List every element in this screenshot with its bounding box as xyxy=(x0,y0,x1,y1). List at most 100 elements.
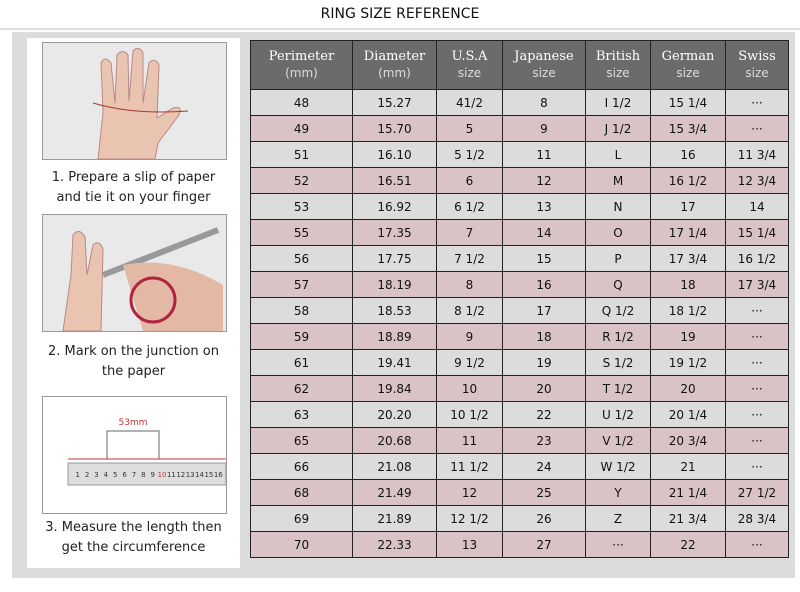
hand-drawing xyxy=(92,47,189,160)
table-cell: N xyxy=(585,193,651,220)
hand-drawing xyxy=(62,227,223,332)
instructions: 1. Prepare a slip of paper and tie it on… xyxy=(27,38,240,568)
column-header: Swiss size xyxy=(725,40,789,90)
table-cell: 19 xyxy=(502,349,586,376)
table-cell: 18.53 xyxy=(352,297,437,324)
table-cell: 57 xyxy=(250,271,353,298)
table-cell: 48 xyxy=(250,89,353,116)
table-row: 62 19.84 10 20 T 1/2 20 ··· xyxy=(250,375,789,402)
table-cell: 18.89 xyxy=(352,323,437,350)
table-cell: 20 3/4 xyxy=(650,427,726,454)
table-cell: 27 xyxy=(502,531,586,558)
title: RING SIZE REFERENCE xyxy=(320,6,480,22)
table-cell: 21.49 xyxy=(352,479,437,506)
table-cell: 15 1/4 xyxy=(725,219,789,246)
table-cell: Q xyxy=(585,271,651,298)
table-cell: 13 xyxy=(436,531,503,558)
table-cell: 7 xyxy=(436,219,503,246)
table-cell: 16.10 xyxy=(352,141,437,168)
table-cell: I 1/2 xyxy=(585,89,651,116)
pen xyxy=(101,227,220,278)
column-header: German size xyxy=(650,40,726,90)
table-cell: Z xyxy=(585,505,651,532)
table-cell: 5 xyxy=(436,115,503,142)
table-cell: M xyxy=(585,167,651,194)
table-cell: 21.89 xyxy=(352,505,437,532)
table-cell: 18 1/2 xyxy=(650,297,726,324)
string xyxy=(92,102,189,113)
table-cell: 6 1/2 xyxy=(436,193,503,220)
table-cell: 12 3/4 xyxy=(725,167,789,194)
illustration-measure: 53mm 1 2 3 4 5 6 7 8 9 10 11 12 13 14 15 16 xyxy=(42,396,227,514)
header-text: Perimeter xyxy=(268,49,335,64)
table-cell: 11 3/4 xyxy=(725,141,789,168)
table-cell: 41/2 xyxy=(436,89,503,116)
header-unit: size xyxy=(745,66,769,80)
ruler-label: 1 xyxy=(75,471,79,479)
table-cell: 61 xyxy=(250,349,353,376)
table-cell: 17 3/4 xyxy=(650,245,726,272)
table-cell: ··· xyxy=(725,401,789,428)
ruler-label: 11 xyxy=(167,471,176,479)
ruler-label: 13 xyxy=(186,471,195,479)
table-cell: ··· xyxy=(725,531,789,558)
table-cell: 15 xyxy=(502,245,586,272)
table-cell: 20 1/4 xyxy=(650,401,726,428)
column-header: U.S.A size xyxy=(436,40,503,90)
hand xyxy=(62,231,104,332)
table-cell: V 1/2 xyxy=(585,427,651,454)
header-text: U.S.A xyxy=(451,49,488,64)
column-header: British size xyxy=(585,40,651,90)
table-cell: T 1/2 xyxy=(585,375,651,402)
table-cell: 22 xyxy=(650,531,726,558)
table-cell: 66 xyxy=(250,453,353,480)
caption: 2. Mark on the junction on xyxy=(48,344,219,359)
table-row: 68 21.49 12 25 Y 21 1/4 27 1/2 xyxy=(250,479,789,506)
table-cell: 18 xyxy=(650,271,726,298)
table-cell: ··· xyxy=(725,453,789,480)
ruler-label: 2 xyxy=(85,471,89,479)
table-cell: 5 1/2 xyxy=(436,141,503,168)
table-cell: ··· xyxy=(725,375,789,402)
table-cell: 11 1/2 xyxy=(436,453,503,480)
header-unit: (mm) xyxy=(285,66,318,80)
table-cell: 15 3/4 xyxy=(650,115,726,142)
table-cell: 7 1/2 xyxy=(436,245,503,272)
table-cell: L xyxy=(585,141,651,168)
table-row: 55 17.35 7 14 O 17 1/4 15 1/4 xyxy=(250,219,789,246)
ruler-label: 4 xyxy=(104,471,109,479)
table-cell: 20 xyxy=(502,375,586,402)
table-cell: 22.33 xyxy=(352,531,437,558)
caption: the paper xyxy=(101,364,166,379)
ruler-label: 7 xyxy=(132,471,136,479)
table-cell: 14 xyxy=(725,193,789,220)
header-unit: size xyxy=(457,66,482,80)
table-cell: 51 xyxy=(250,141,353,168)
table-cell: ··· xyxy=(725,323,789,350)
table-row: 59 18.89 9 18 R 1/2 19 ··· xyxy=(250,323,789,350)
ruler-label: 5 xyxy=(113,471,117,479)
table-row: 52 16.51 6 12 M 16 1/2 12 3/4 xyxy=(250,167,789,194)
highlight xyxy=(129,276,177,324)
table-cell: O xyxy=(585,219,651,246)
table-cell: S 1/2 xyxy=(585,349,651,376)
table-cell: J 1/2 xyxy=(585,115,651,142)
column-header: Japanese size xyxy=(502,40,586,90)
header-unit: size xyxy=(532,66,556,80)
table-cell: 27 1/2 xyxy=(725,479,789,506)
table-cell: 10 1/2 xyxy=(436,401,503,428)
table-cell: 18 xyxy=(502,323,586,350)
table-cell: 16.51 xyxy=(352,167,437,194)
table-cell: 22 xyxy=(502,401,586,428)
caption: get the circumference xyxy=(61,540,206,555)
header-unit: size xyxy=(676,66,700,80)
table-cell: 20 xyxy=(650,375,726,402)
table-cell: 19.84 xyxy=(352,375,437,402)
caption: 1. Prepare a slip of paper xyxy=(51,170,216,185)
table-cell: 19 xyxy=(650,323,726,350)
table-cell: 17 1/4 xyxy=(650,219,726,246)
table-cell: 26 xyxy=(502,505,586,532)
header-text: Swiss xyxy=(738,49,776,64)
table-cell: 24 xyxy=(502,453,586,480)
